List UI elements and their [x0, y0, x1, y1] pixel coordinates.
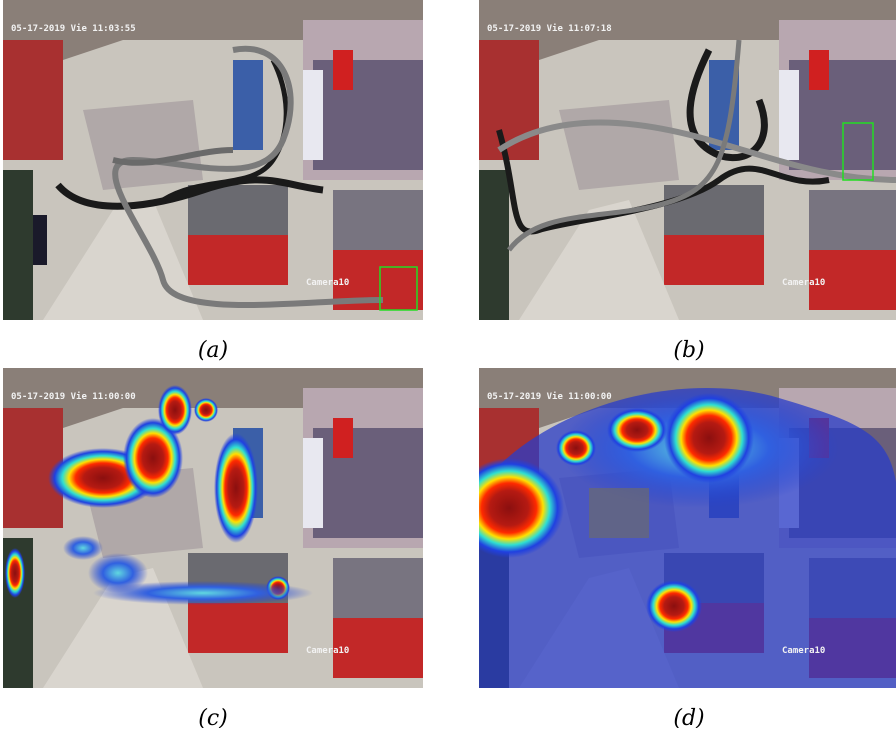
camera-label: Camera10 — [306, 278, 349, 288]
caption: (b) — [673, 338, 704, 363]
figure: 05-17-2019 Vie 11:03:55 Camera10 (a) 05-17-… — [0, 0, 896, 728]
timestamp: 05-17-2019 Vie 11:03:55 — [11, 23, 136, 34]
caption: (a) — [198, 338, 228, 363]
camera-label: Camera10 — [782, 646, 825, 656]
timestamp: 05-17-2019 Vie 11:00:00 — [11, 391, 136, 402]
timestamp: 05-17-2019 Vie 11:00:00 — [487, 391, 612, 402]
caption: (d) — [673, 706, 704, 728]
camera-label: Camera10 — [306, 646, 349, 656]
camera-label: Camera10 — [782, 278, 825, 288]
caption: (c) — [198, 706, 228, 728]
panel-b — [479, 0, 896, 320]
panel-c — [3, 368, 423, 688]
timestamp: 05-17-2019 Vie 11:07:18 — [487, 23, 612, 34]
panel-a — [3, 0, 423, 320]
panel-d — [454, 368, 896, 688]
